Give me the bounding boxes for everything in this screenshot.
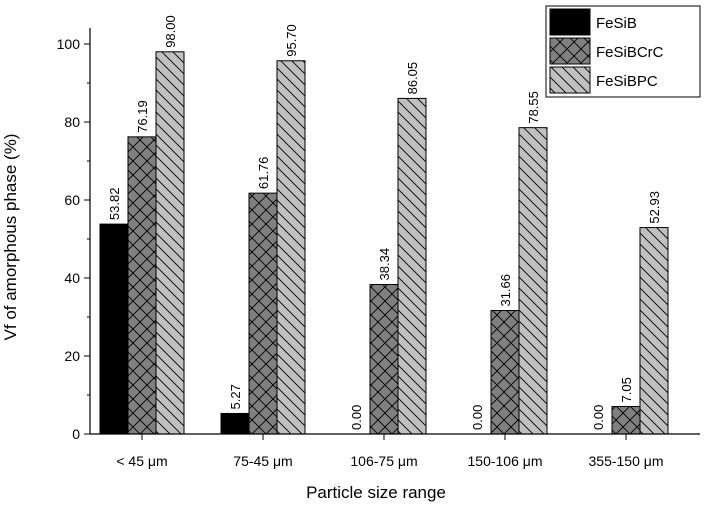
data-label: 0.00 — [349, 405, 364, 430]
data-labels-group: 53.82 5.27 0.00 0.00 0.00 76.19 61.76 38.34 31.6… — [107, 15, 662, 430]
legend-swatch-fesibcrc — [549, 37, 591, 65]
data-label: 38.34 — [377, 248, 392, 281]
bar-fesibcrc-2 — [369, 283, 399, 435]
data-label: 98.00 — [163, 15, 178, 48]
legend-label-fesibcrc: FeSiBCrC — [596, 44, 664, 61]
data-label: 76.19 — [135, 100, 150, 133]
bars-group — [99, 51, 669, 435]
x-tick-label: 106-75 μm — [350, 453, 417, 469]
data-label: 5.27 — [228, 384, 243, 409]
data-label: 95.70 — [284, 24, 299, 57]
y-ticks-group: 0 20 40 60 80 100 — [57, 36, 90, 442]
data-label: 52.93 — [647, 191, 662, 224]
x-tick-label: 75-45 μm — [233, 453, 292, 469]
axes-group — [89, 28, 700, 435]
y-tick-label: 60 — [64, 192, 80, 208]
x-axis-title: Particle size range — [306, 483, 446, 502]
y-tick-label: 20 — [64, 348, 80, 364]
y-tick-label: 40 — [64, 270, 80, 286]
bar-fesibpc-3 — [518, 127, 548, 435]
y-tick-label: 100 — [57, 36, 81, 52]
bar-fesibcrc-4 — [611, 406, 641, 435]
data-label: 7.05 — [619, 377, 634, 402]
data-label: 0.00 — [591, 405, 606, 430]
data-label: 0.00 — [470, 405, 485, 430]
x-tick-label: 355-150 μm — [589, 453, 664, 469]
y-axis-title: Vf of amorphous phase (%) — [1, 134, 20, 341]
legend-label-fesib: FeSiB — [596, 15, 637, 32]
data-label: 86.05 — [405, 62, 420, 95]
bar-fesibpc-2 — [397, 97, 427, 435]
x-tick-label: < 45 μm — [116, 453, 167, 469]
bar-fesibpc-1 — [276, 60, 306, 435]
data-label: 78.55 — [526, 91, 541, 124]
legend: FeSiB FeSiBCrC FeSiBPC — [545, 5, 701, 98]
legend-swatch-fesib — [549, 8, 591, 36]
bar-fesibcrc-1 — [248, 192, 278, 435]
data-label: 53.82 — [107, 188, 122, 221]
bar-fesibcrc-0 — [127, 136, 157, 435]
y-tick-label: 80 — [64, 114, 80, 130]
legend-label-fesibpc: FeSiBPC — [596, 73, 658, 90]
bar-fesibpc-4 — [639, 227, 669, 435]
bar-fesib-1 — [220, 412, 250, 435]
y-tick-label: 0 — [72, 426, 80, 442]
bar-fesibpc-0 — [155, 51, 185, 435]
bar-fesibcrc-3 — [490, 310, 520, 435]
bar-fesib-0 — [99, 223, 129, 435]
data-label: 31.66 — [498, 274, 513, 307]
data-label: 61.76 — [256, 157, 271, 190]
legend-swatch-fesibpc — [549, 66, 591, 94]
x-tick-label: 150-106 μm — [468, 453, 543, 469]
x-ticks-group: < 45 μm 75-45 μm 106-75 μm 150-106 μm 355-15… — [116, 434, 664, 469]
